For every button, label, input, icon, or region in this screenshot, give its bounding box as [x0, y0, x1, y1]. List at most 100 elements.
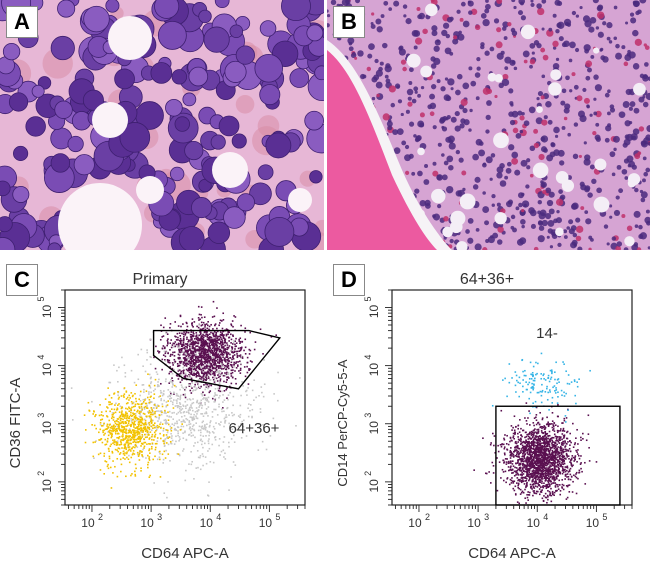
event-dot [131, 447, 133, 449]
y-tick-label: 10 [40, 479, 54, 493]
event-dot [238, 338, 240, 341]
event-dot [207, 450, 209, 452]
event-dot [530, 377, 533, 380]
event-dot [113, 408, 116, 411]
event-dot [102, 414, 104, 417]
event-dot [532, 440, 534, 443]
event-dot [186, 369, 189, 372]
event-dot [528, 469, 531, 471]
event-dot [247, 383, 250, 385]
event-dot [555, 475, 558, 478]
event-dot [557, 404, 559, 406]
event-dot [542, 442, 545, 445]
event-dot [535, 464, 538, 467]
event-dot [135, 397, 137, 400]
event-dot [299, 377, 301, 379]
event-dot [239, 416, 241, 419]
event-dot [539, 450, 542, 453]
event-dot [564, 473, 567, 476]
event-dot [198, 386, 201, 389]
event-dot [206, 335, 209, 337]
event-dot [219, 356, 222, 359]
event-dot [229, 349, 232, 352]
event-dot [533, 467, 536, 469]
event-dot [183, 376, 186, 379]
event-dot [171, 439, 174, 442]
event-dot [552, 444, 555, 446]
event-dot [260, 386, 263, 388]
event-dot [529, 491, 531, 494]
event-dot [211, 347, 214, 350]
event-dot [522, 385, 524, 388]
event-dot [532, 483, 535, 485]
event-dot [102, 424, 104, 427]
event-dot [134, 441, 137, 444]
event-dot [183, 335, 185, 338]
event-dot [206, 364, 208, 367]
event-dot [190, 372, 193, 374]
event-dot [139, 394, 141, 397]
event-dot [535, 423, 538, 426]
event-dot [200, 426, 203, 428]
event-dot [573, 443, 576, 446]
event-dot [295, 425, 297, 427]
event-dot [123, 444, 126, 446]
event-dot [529, 451, 532, 453]
event-dot [207, 442, 210, 445]
event-dot [221, 365, 224, 368]
event-dot [209, 379, 212, 381]
event-dot [145, 457, 147, 459]
event-dot [508, 363, 511, 365]
event-dot [491, 461, 494, 464]
event-dot [167, 389, 170, 391]
event-dot [558, 462, 561, 465]
event-dot [118, 444, 121, 446]
event-dot [518, 447, 520, 450]
event-dot [517, 436, 519, 438]
event-dot [512, 436, 514, 439]
event-dot [215, 371, 218, 373]
event-dot [559, 493, 562, 496]
event-dot [220, 408, 223, 410]
event-dot [205, 340, 207, 343]
event-dot [178, 360, 181, 363]
event-dot [175, 343, 178, 346]
event-dot [224, 372, 226, 374]
event-dot [563, 460, 565, 463]
event-dot [184, 345, 187, 348]
event-dot [218, 356, 221, 359]
event-dot [555, 449, 557, 452]
event-dot [212, 328, 214, 330]
event-dot [526, 493, 528, 496]
event-dot [513, 489, 516, 492]
event-dot [163, 350, 166, 353]
event-dot [113, 420, 116, 423]
event-dot [524, 369, 526, 372]
event-dot [108, 394, 111, 397]
event-dot [188, 398, 191, 400]
event-dot [532, 490, 535, 492]
event-dot [541, 418, 544, 421]
event-dot [189, 406, 191, 409]
event-dot [192, 398, 194, 400]
event-dot [168, 359, 171, 362]
event-dot [223, 390, 226, 392]
event-dot [226, 359, 229, 361]
event-dot [103, 473, 106, 475]
event-dot [542, 485, 545, 487]
event-dot [134, 413, 137, 415]
event-dot [189, 362, 191, 365]
event-dot [189, 376, 191, 379]
event-dot [224, 340, 226, 343]
event-dot [111, 412, 114, 414]
event-dot [574, 458, 576, 460]
event-dot [108, 430, 110, 433]
event-dot [206, 357, 209, 360]
event-dot [226, 406, 229, 409]
event-dot [526, 475, 529, 478]
event-dot [128, 415, 131, 418]
event-dot [142, 431, 144, 433]
event-dot [112, 430, 114, 433]
event-dot [142, 400, 145, 403]
event-dot [543, 445, 545, 448]
